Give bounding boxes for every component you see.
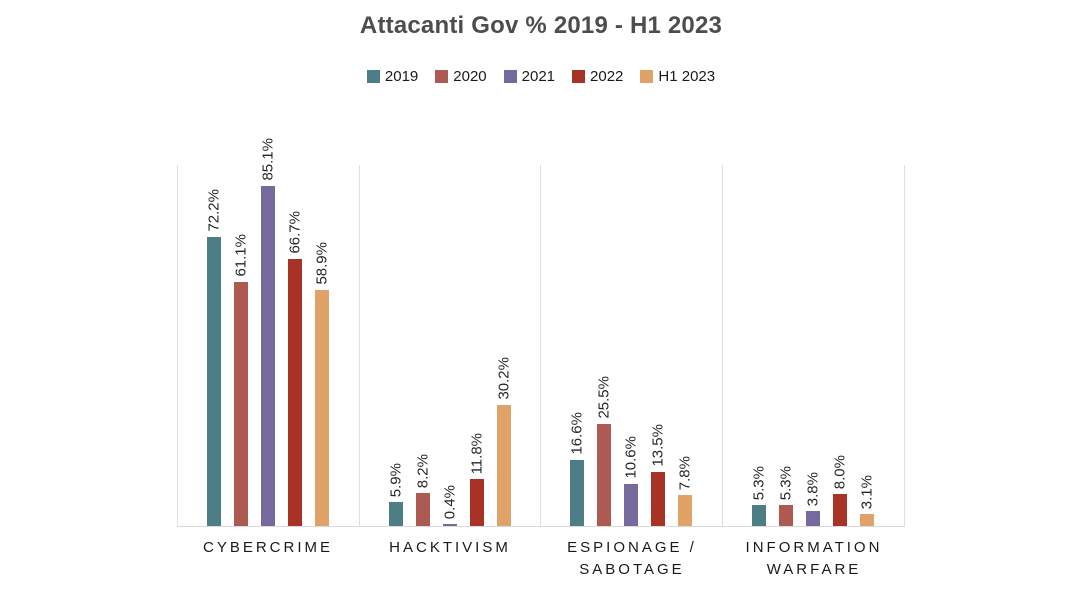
bar-value-label-2022-espionage-sabotage: 13.5% (649, 424, 667, 467)
bar-2021-espionage-sabotage (624, 484, 639, 526)
bar-2019-cybercrime (207, 237, 222, 526)
bar-value-label-2019-espionage-sabotage: 16.6% (568, 412, 586, 455)
bar-2021-hacktivism (442, 524, 457, 526)
bar-slot-2020-information-warfare: 5.3% (777, 165, 795, 526)
bar-value-label-2020-information-warfare: 5.3% (777, 465, 795, 500)
bar-slot-2021-espionage-sabotage: 10.6% (622, 165, 640, 526)
bar-slot-2020-espionage-sabotage: 25.5% (595, 165, 613, 526)
bar-value-label-2021-cybercrime: 85.1% (259, 138, 277, 181)
legend: 2019 2020 2021 2022 H1 2023 (177, 68, 905, 85)
category-label-hacktivism: HACKTIVISM (389, 539, 511, 556)
bar-2022-hacktivism (469, 479, 484, 526)
bar-slot-2020-hacktivism: 8.2% (414, 165, 432, 526)
bar-value-label-h1-2023-hacktivism: 30.2% (495, 357, 513, 400)
bar-slot-2021-cybercrime: 85.1% (260, 138, 277, 526)
bar-group-hacktivism: 5.9% 8.2% 0.4% 11.8% 30.2% (360, 165, 541, 526)
bar-value-label-2019-information-warfare: 5.3% (750, 465, 768, 500)
bar-2019-espionage-sabotage (570, 460, 585, 526)
bar-2022-espionage-sabotage (651, 472, 666, 526)
bar-value-label-h1-2023-cybercrime: 58.9% (313, 242, 331, 285)
legend-label-2020: 2020 (453, 68, 487, 85)
bar-slot-2022-hacktivism: 11.8% (468, 165, 486, 526)
bar-slot-2022-information-warfare: 8.0% (831, 165, 849, 526)
legend-label-2022: 2022 (590, 68, 624, 85)
bar-value-label-2019-hacktivism: 5.9% (387, 462, 405, 497)
category-label-espionage-sabotage: ESPIONAGE / SABOTAGE (567, 539, 697, 578)
category-label-cybercrime: CYBERCRIME (202, 539, 333, 556)
bar-2020-information-warfare (779, 505, 794, 526)
legend-item-h1-2023: H1 2023 (640, 68, 715, 85)
bar-2019-hacktivism (388, 502, 403, 526)
bar-value-label-2020-hacktivism: 8.2% (414, 453, 432, 488)
bar-slot-h1-2023-hacktivism: 30.2% (495, 165, 513, 526)
bar-slot-2021-hacktivism: 0.4% (441, 165, 459, 526)
bar-h1-2023-hacktivism (496, 405, 511, 526)
legend-swatch-h1-2023 (640, 70, 654, 83)
legend-item-2022: 2022 (572, 68, 623, 85)
legend-swatch-2020 (435, 70, 449, 83)
legend-swatch-2021 (503, 70, 517, 83)
category-label-information-warfare: INFORMATION WARFARE (745, 539, 883, 578)
bar-value-label-2021-information-warfare: 3.8% (804, 471, 822, 506)
chart-title: Attacanti Gov % 2019 - H1 2023 (359, 12, 723, 39)
bar-slot-2022-espionage-sabotage: 13.5% (649, 165, 667, 526)
bar-h1-2023-espionage-sabotage (678, 495, 693, 526)
bar-slot-2021-information-warfare: 3.8% (804, 165, 822, 526)
bar-value-label-2020-cybercrime: 61.1% (232, 234, 250, 277)
bar-2020-hacktivism (415, 493, 430, 526)
legend-item-2021: 2021 (503, 68, 556, 85)
bar-2020-cybercrime (234, 282, 249, 526)
bar-slot-h1-2023-information-warfare: 3.1% (858, 165, 876, 526)
bar-value-label-h1-2023-information-warfare: 3.1% (858, 474, 876, 509)
legend-label-h1-2023: H1 2023 (658, 68, 716, 85)
plot-area: 72.2% 61.1% 85.1% 66.7% 58.9% 5.9% 8.2% 0.4% 11.… (177, 138, 905, 527)
bar-slot-2019-hacktivism: 5.9% (387, 165, 405, 526)
bar-group-information-warfare: 5.3% 5.3% 3.8% 8.0% 3.1% (723, 165, 905, 526)
bar-slot-h1-2023-cybercrime: 58.9% (313, 165, 331, 526)
legend-item-2020: 2020 (435, 68, 487, 85)
bar-slot-2019-cybercrime: 72.2% (205, 165, 223, 526)
bar-value-label-2019-cybercrime: 72.2% (205, 189, 223, 232)
bar-2022-information-warfare (833, 494, 848, 526)
bar-2020-espionage-sabotage (597, 424, 612, 526)
legend-swatch-2019 (366, 70, 380, 83)
bar-value-label-2022-hacktivism: 11.8% (468, 432, 486, 474)
bar-value-label-2021-espionage-sabotage: 10.6% (622, 436, 640, 479)
legend-swatch-2022 (572, 70, 586, 83)
bar-slot-2022-cybercrime: 66.7% (286, 165, 304, 526)
legend-label-2021: 2021 (521, 68, 556, 85)
bar-value-label-h1-2023-espionage-sabotage: 7.8% (676, 455, 694, 490)
bar-value-label-2021-hacktivism: 0.4% (441, 484, 459, 519)
bar-value-label-2022-cybercrime: 66.7% (286, 211, 304, 254)
bar-slot-2019-information-warfare: 5.3% (750, 165, 768, 526)
category-axis: CYBERCRIME HACKTIVISM ESPIONAGE / SABOTAGE… (177, 537, 905, 581)
bar-group-cybercrime: 72.2% 61.1% 85.1% 66.7% 58.9% (178, 138, 360, 526)
bar-group-espionage-sabotage: 16.6% 25.5% 10.6% 13.5% 7.8% (541, 165, 723, 526)
bar-h1-2023-cybercrime (315, 290, 330, 526)
legend-label-2019: 2019 (384, 68, 419, 85)
bar-slot-2019-espionage-sabotage: 16.6% (568, 165, 586, 526)
bar-2021-information-warfare (806, 511, 821, 526)
bar-2019-information-warfare (752, 505, 767, 526)
bar-h1-2023-information-warfare (860, 514, 875, 526)
legend-item-2019: 2019 (366, 68, 419, 85)
bar-value-label-2022-information-warfare: 8.0% (831, 454, 849, 489)
bar-slot-2020-cybercrime: 61.1% (232, 165, 250, 526)
bar-2022-cybercrime (288, 259, 303, 526)
bar-2021-cybercrime (261, 186, 276, 526)
bar-value-label-2020-espionage-sabotage: 25.5% (595, 376, 613, 419)
bar-slot-h1-2023-espionage-sabotage: 7.8% (676, 165, 694, 526)
